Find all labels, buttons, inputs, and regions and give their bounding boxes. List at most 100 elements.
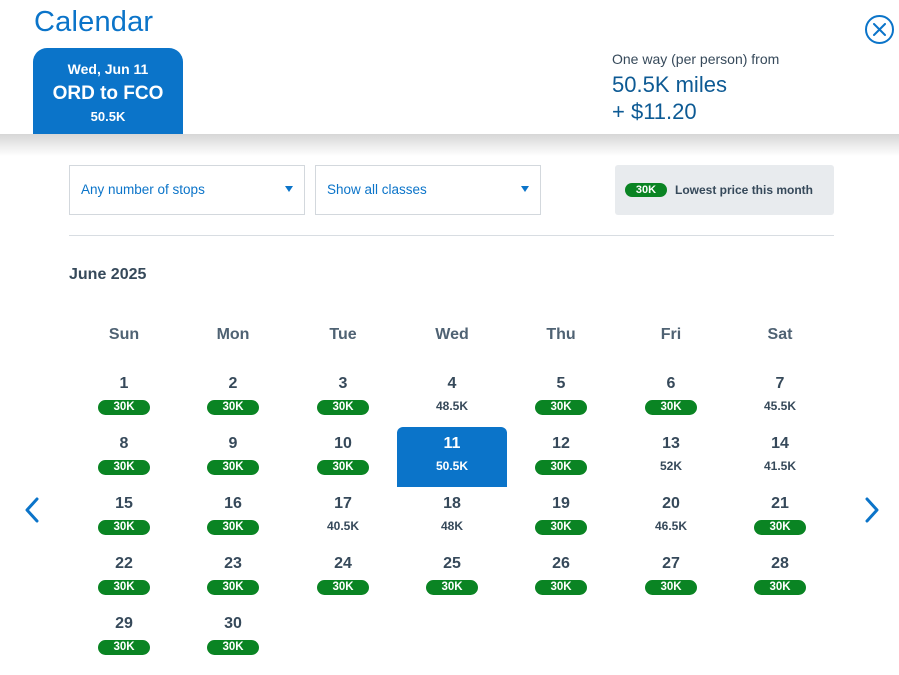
calendar-day[interactable]: 7 45.5K bbox=[725, 367, 835, 427]
day-number: 16 bbox=[224, 495, 242, 512]
day-number: 25 bbox=[443, 555, 461, 572]
calendar-day[interactable]: 12 30K bbox=[506, 427, 616, 487]
day-number: 17 bbox=[334, 495, 352, 512]
day-price: 52K bbox=[659, 459, 682, 473]
lowest-price-badge: 30K bbox=[754, 520, 806, 535]
next-month-button[interactable] bbox=[860, 495, 884, 525]
lowest-price-badge: 30K bbox=[98, 580, 150, 595]
selected-trip-tab[interactable]: Wed, Jun 11 ORD to FCO 50.5K bbox=[33, 48, 183, 134]
class-filter-select[interactable]: Show all classes bbox=[315, 165, 541, 215]
calendar-day[interactable]: 25 30K bbox=[397, 547, 507, 607]
lowest-price-badge: 30K bbox=[535, 460, 587, 475]
calendar-day[interactable]: 26 30K bbox=[506, 547, 616, 607]
calendar-day[interactable]: 20 46.5K bbox=[616, 487, 726, 547]
calendar-day-selected[interactable]: 11 50.5K bbox=[397, 427, 507, 487]
calendar-day[interactable]: 16 30K bbox=[178, 487, 288, 547]
fare-label: One way (per person) from bbox=[612, 51, 780, 67]
day-number: 12 bbox=[552, 435, 570, 452]
calendar-day[interactable]: 4 48.5K bbox=[397, 367, 507, 427]
trip-route: ORD to FCO bbox=[52, 83, 164, 104]
header-shadow bbox=[0, 134, 899, 156]
calendar-day[interactable]: 15 30K bbox=[69, 487, 179, 547]
calendar-day[interactable]: 19 30K bbox=[506, 487, 616, 547]
trip-date: Wed, Jun 11 bbox=[67, 61, 149, 77]
page-title: Calendar bbox=[34, 6, 154, 38]
stops-filter-value: Any number of stops bbox=[81, 182, 205, 197]
lowest-price-badge: 30K bbox=[754, 580, 806, 595]
lowest-price-legend: 30K Lowest price this month bbox=[615, 165, 834, 215]
day-number: 23 bbox=[224, 555, 242, 572]
day-number: 3 bbox=[338, 375, 348, 392]
calendar-day[interactable]: 9 30K bbox=[178, 427, 288, 487]
day-number: 10 bbox=[334, 435, 352, 452]
weekday-label: Sat bbox=[767, 326, 793, 343]
day-number: 6 bbox=[666, 375, 676, 392]
close-button[interactable] bbox=[865, 15, 894, 44]
day-price: 40.5K bbox=[326, 519, 360, 533]
day-number: 13 bbox=[662, 435, 680, 452]
chevron-right-icon bbox=[865, 497, 879, 523]
previous-month-button[interactable] bbox=[20, 495, 44, 525]
calendar-day[interactable]: 28 30K bbox=[725, 547, 835, 607]
day-number: 19 bbox=[552, 495, 570, 512]
lowest-price-badge: 30K bbox=[98, 520, 150, 535]
calendar-day[interactable]: 23 30K bbox=[178, 547, 288, 607]
divider bbox=[69, 235, 834, 236]
trip-price: 50.5K bbox=[90, 109, 126, 124]
day-number: 15 bbox=[115, 495, 133, 512]
day-number: 22 bbox=[115, 555, 133, 572]
calendar-day[interactable]: 22 30K bbox=[69, 547, 179, 607]
day-number: 4 bbox=[447, 375, 457, 392]
calendar-day[interactable]: 21 30K bbox=[725, 487, 835, 547]
day-number: 21 bbox=[771, 495, 789, 512]
lowest-price-badge: 30K bbox=[426, 580, 478, 595]
lowest-price-badge: 30K bbox=[207, 640, 259, 655]
fare-miles: 50.5K miles bbox=[612, 72, 727, 97]
day-number: 20 bbox=[662, 495, 680, 512]
calendar-day[interactable]: 3 30K bbox=[288, 367, 398, 427]
caret-down-icon bbox=[285, 186, 293, 192]
lowest-price-badge: 30K bbox=[207, 400, 259, 415]
stops-filter-select[interactable]: Any number of stops bbox=[69, 165, 305, 215]
lowest-price-badge: 30K bbox=[98, 460, 150, 475]
calendar-day[interactable]: 13 52K bbox=[616, 427, 726, 487]
calendar-day[interactable]: 8 30K bbox=[69, 427, 179, 487]
caret-down-icon bbox=[521, 186, 529, 192]
day-price: 41.5K bbox=[763, 459, 797, 473]
day-number: 24 bbox=[334, 555, 352, 572]
lowest-price-badge: 30K bbox=[317, 460, 369, 475]
day-number: 29 bbox=[115, 615, 133, 632]
calendar-day[interactable]: 18 48K bbox=[397, 487, 507, 547]
calendar-day[interactable]: 30 30K bbox=[178, 607, 288, 667]
close-icon bbox=[873, 23, 886, 36]
calendar-day[interactable]: 2 30K bbox=[178, 367, 288, 427]
calendar-day[interactable]: 10 30K bbox=[288, 427, 398, 487]
day-price: 48K bbox=[440, 519, 463, 533]
calendar-day[interactable]: 5 30K bbox=[506, 367, 616, 427]
lowest-price-badge: 30K bbox=[645, 580, 697, 595]
lowest-price-badge: 30K bbox=[98, 400, 150, 415]
calendar-day[interactable]: 29 30K bbox=[69, 607, 179, 667]
weekday-label: Wed bbox=[435, 326, 469, 343]
calendar-day[interactable]: 14 41.5K bbox=[725, 427, 835, 487]
weekday-label: Mon bbox=[216, 326, 250, 343]
weekday-label: Fri bbox=[660, 326, 682, 343]
calendar-day[interactable]: 17 40.5K bbox=[288, 487, 398, 547]
lowest-price-badge: 30K bbox=[207, 580, 259, 595]
day-number: 8 bbox=[119, 435, 129, 452]
calendar-day[interactable]: 1 30K bbox=[69, 367, 179, 427]
calendar-day[interactable]: 24 30K bbox=[288, 547, 398, 607]
calendar-day[interactable]: 6 30K bbox=[616, 367, 726, 427]
lowest-price-badge: 30K bbox=[207, 520, 259, 535]
chevron-left-icon bbox=[25, 497, 39, 523]
day-number: 14 bbox=[771, 435, 789, 452]
lowest-price-badge: 30K bbox=[535, 400, 587, 415]
legend-label: Lowest price this month bbox=[675, 183, 814, 197]
day-number: 18 bbox=[443, 495, 461, 512]
day-number: 26 bbox=[552, 555, 570, 572]
lowest-price-badge: 30K bbox=[625, 183, 667, 197]
weekday-label: Tue bbox=[329, 326, 357, 343]
calendar-day[interactable]: 27 30K bbox=[616, 547, 726, 607]
calendar-header: Calendar Wed, Jun 11 ORD to FCO 50.5K On… bbox=[0, 0, 899, 134]
day-number: 11 bbox=[443, 435, 461, 452]
